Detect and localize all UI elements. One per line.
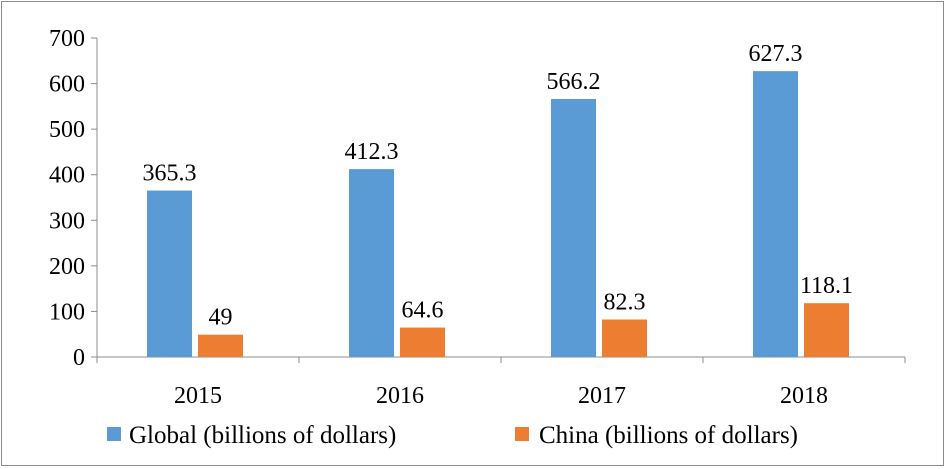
bar-global <box>147 190 192 357</box>
y-tick-label: 600 <box>49 72 85 98</box>
y-tick-label: 400 <box>49 163 85 189</box>
bar-global <box>349 169 394 357</box>
data-label: 566.2 <box>547 69 601 95</box>
y-tick-label: 300 <box>49 208 85 234</box>
y-tick-label: 100 <box>49 299 85 325</box>
bar-china <box>198 334 243 357</box>
y-tick-label: 0 <box>73 345 85 371</box>
bar-global <box>551 98 596 357</box>
y-tick-label: 700 <box>49 26 85 52</box>
bar-china <box>804 303 849 357</box>
data-labels: 365.3 49 412.3 64.6 566.2 82.3 627.3 118.1 <box>143 41 854 331</box>
y-tick-label: 500 <box>49 117 85 143</box>
y-tick-label: 200 <box>49 254 85 280</box>
legend-swatch <box>107 427 121 441</box>
legend: Global (billions of dollars) China (billi… <box>107 422 798 449</box>
data-label: 627.3 <box>749 41 803 67</box>
data-label: 365.3 <box>143 161 197 187</box>
data-label: 412.3 <box>345 139 399 165</box>
legend-swatch <box>515 427 529 441</box>
bar-china <box>602 319 647 357</box>
legend-label: China (billions of dollars) <box>539 422 798 449</box>
bars <box>147 71 849 357</box>
data-label: 49 <box>209 305 233 331</box>
data-label: 82.3 <box>604 289 646 315</box>
x-tick-label: 2018 <box>780 383 828 409</box>
data-label: 64.6 <box>402 298 444 324</box>
x-tick-label: 2015 <box>174 383 222 409</box>
x-tick-label: 2016 <box>376 383 424 409</box>
x-axis: 2015 2016 2017 2018 <box>96 356 906 409</box>
bar-global <box>753 71 798 357</box>
bar-china <box>400 327 445 357</box>
data-label: 118.1 <box>800 273 853 299</box>
y-axis: 0 100 200 300 400 500 600 700 <box>49 26 98 371</box>
x-tick-label: 2017 <box>578 383 626 409</box>
legend-label: Global (billions of dollars) <box>129 422 396 449</box>
